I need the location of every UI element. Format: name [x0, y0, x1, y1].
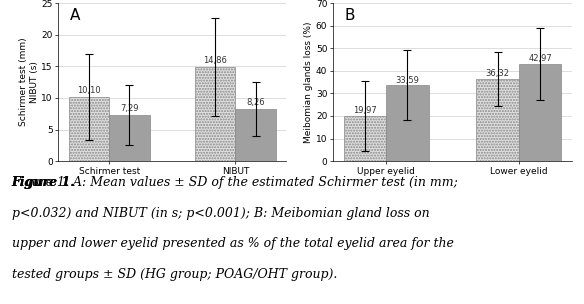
- Bar: [109, 115, 150, 161]
- Text: 10,10: 10,10: [77, 86, 101, 95]
- Bar: [344, 116, 386, 161]
- Bar: [477, 79, 519, 161]
- Text: Figure 1. A: Mean values ± SD of the estimated Schirmer test (in mm;: Figure 1. A: Mean values ± SD of the est…: [12, 176, 458, 189]
- Text: 19,97: 19,97: [353, 106, 377, 115]
- Text: Figure 1.: Figure 1.: [12, 176, 75, 189]
- Text: tested groups ± SD (HG group; POAG/OHT group).: tested groups ± SD (HG group; POAG/OHT g…: [12, 268, 337, 281]
- Text: B: B: [345, 8, 355, 23]
- Bar: [386, 85, 429, 161]
- Text: 14,86: 14,86: [203, 56, 227, 65]
- Bar: [69, 97, 109, 161]
- Bar: [235, 109, 276, 161]
- Text: A: A: [70, 8, 80, 23]
- Text: 42,97: 42,97: [529, 54, 552, 64]
- Bar: [519, 64, 561, 161]
- Text: Figure 1.: Figure 1.: [12, 176, 75, 189]
- Bar: [195, 67, 235, 161]
- Text: 36,32: 36,32: [486, 69, 510, 78]
- Text: 33,59: 33,59: [395, 76, 419, 85]
- Text: 7,29: 7,29: [120, 104, 138, 113]
- Text: upper and lower eyelid presented as % of the total eyelid area for the: upper and lower eyelid presented as % of…: [12, 237, 454, 250]
- Text: 8,26: 8,26: [246, 98, 265, 107]
- Text: p<0.032) and NIBUT (in s; p<0.001); B: Meibomian gland loss on: p<0.032) and NIBUT (in s; p<0.001); B: M…: [12, 207, 429, 220]
- Y-axis label: Meibomian glands loss (%): Meibomian glands loss (%): [304, 21, 313, 143]
- Y-axis label: Schirmer test (mm)
NIBUT (s): Schirmer test (mm) NIBUT (s): [19, 38, 39, 126]
